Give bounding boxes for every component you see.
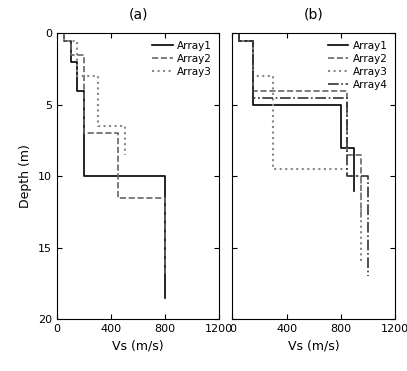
Y-axis label: Depth (m): Depth (m) bbox=[20, 144, 33, 208]
Array2 bbox=[359, 217, 363, 221]
Array2 bbox=[68, 38, 73, 43]
Array3 bbox=[359, 260, 363, 264]
Array1 bbox=[163, 295, 168, 300]
Array2 bbox=[163, 196, 168, 200]
Array1 bbox=[61, 38, 66, 43]
Array1 bbox=[82, 174, 87, 178]
Array3 bbox=[61, 38, 66, 43]
Array2 bbox=[163, 274, 168, 278]
Line: Array2: Array2 bbox=[239, 33, 361, 219]
Line: Array1: Array1 bbox=[64, 33, 165, 298]
Array3 bbox=[75, 38, 80, 43]
Array1 bbox=[352, 145, 357, 150]
Array2 bbox=[250, 38, 255, 43]
Array2 bbox=[61, 31, 66, 36]
Array3 bbox=[237, 38, 242, 43]
Line: Array2: Array2 bbox=[64, 33, 165, 276]
Array2 bbox=[345, 152, 350, 157]
Array1 bbox=[163, 174, 168, 178]
Array2 bbox=[61, 38, 66, 43]
Text: (b): (b) bbox=[304, 8, 324, 22]
Array1 bbox=[237, 38, 242, 43]
Array3 bbox=[271, 74, 276, 78]
Array3 bbox=[250, 38, 255, 43]
Array4 bbox=[345, 95, 350, 100]
Line: Array3: Array3 bbox=[64, 33, 125, 155]
Array4 bbox=[237, 38, 242, 43]
Array3 bbox=[95, 124, 100, 128]
Array1 bbox=[250, 38, 255, 43]
Array1 bbox=[352, 188, 357, 193]
Legend: Array1, Array2, Array3: Array1, Array2, Array3 bbox=[150, 39, 214, 79]
Array2 bbox=[345, 88, 350, 93]
Array3 bbox=[122, 152, 127, 157]
Text: (a): (a) bbox=[129, 8, 148, 22]
Line: Array3: Array3 bbox=[239, 33, 361, 262]
Array4 bbox=[365, 174, 370, 178]
Array4 bbox=[365, 274, 370, 278]
Array3 bbox=[122, 124, 127, 128]
Array3 bbox=[95, 74, 100, 78]
Array1 bbox=[338, 145, 343, 150]
Array4 bbox=[250, 95, 255, 100]
Array2 bbox=[68, 53, 73, 57]
X-axis label: Vs (m/s): Vs (m/s) bbox=[288, 339, 339, 352]
Array2 bbox=[82, 53, 87, 57]
Array4 bbox=[345, 174, 350, 178]
Array3 bbox=[237, 31, 242, 36]
Array3 bbox=[75, 74, 80, 78]
Array3 bbox=[271, 167, 276, 171]
Line: Array4: Array4 bbox=[239, 33, 368, 276]
Array1 bbox=[237, 31, 242, 36]
Array3 bbox=[345, 167, 350, 171]
Array4 bbox=[237, 31, 242, 36]
Array3 bbox=[61, 31, 66, 36]
Array2 bbox=[237, 31, 242, 36]
Array3 bbox=[359, 174, 363, 178]
Array2 bbox=[359, 152, 363, 157]
Array2 bbox=[116, 131, 120, 136]
Array1 bbox=[68, 38, 73, 43]
Array4 bbox=[250, 38, 255, 43]
Array2 bbox=[250, 88, 255, 93]
Array2 bbox=[237, 38, 242, 43]
Line: Array1: Array1 bbox=[239, 33, 354, 191]
Array2 bbox=[116, 196, 120, 200]
Legend: Array1, Array2, Array3, Array4: Array1, Array2, Array3, Array4 bbox=[326, 39, 389, 92]
Array1 bbox=[250, 102, 255, 107]
Array1 bbox=[82, 88, 87, 93]
Array1 bbox=[61, 31, 66, 36]
Array3 bbox=[345, 174, 350, 178]
Array2 bbox=[82, 131, 87, 136]
Array1 bbox=[75, 88, 80, 93]
Array1 bbox=[338, 102, 343, 107]
Array1 bbox=[75, 60, 80, 64]
X-axis label: Vs (m/s): Vs (m/s) bbox=[112, 339, 164, 352]
Array1 bbox=[68, 60, 73, 64]
Array3 bbox=[250, 74, 255, 78]
